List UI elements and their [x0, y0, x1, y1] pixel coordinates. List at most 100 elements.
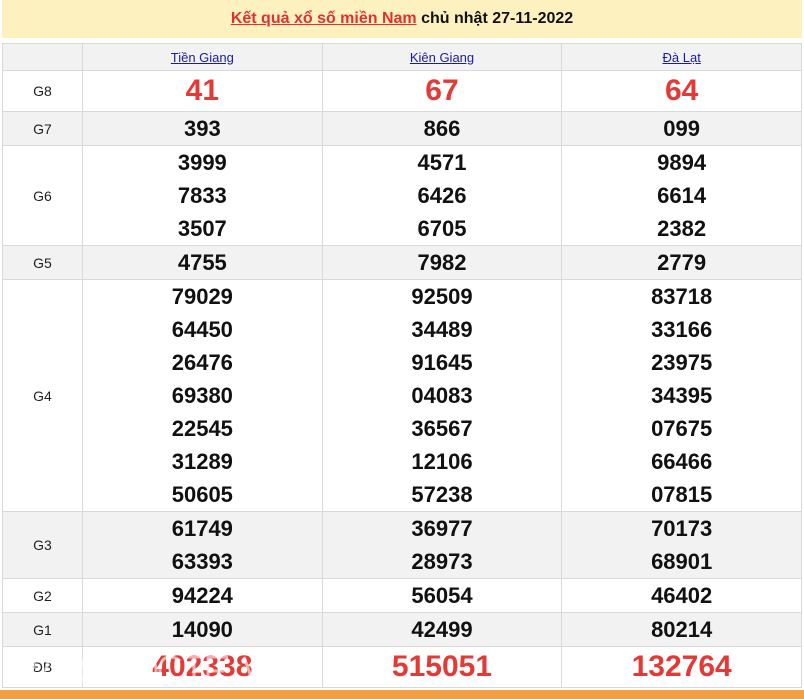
prize-label: G4 [2, 279, 83, 512]
result-number: 70173 [651, 516, 713, 541]
result-number: 402338 [152, 650, 253, 683]
result-cell: 2779 [561, 245, 802, 280]
result-cell: 64 [561, 70, 802, 112]
province-link[interactable]: Kiên Giang [409, 49, 475, 65]
result-number: 34489 [411, 317, 473, 342]
result-number: 94224 [171, 583, 233, 608]
result-number: 64 [664, 74, 699, 107]
prize-row-G6: G6 3999 7833 3507 4571 6426 6705 9894 6614 2382 [2, 145, 802, 246]
prize-label: G1 [2, 612, 83, 647]
results-table: Tiền Giang Kiên Giang Đà Lạt G8 41 67 64 G7 3… [2, 43, 802, 688]
prize-label: G2 [2, 578, 83, 613]
result-cell: 92509 34489 91645 04083 36567 12106 57238 [321, 279, 563, 512]
result-number: 67 [425, 74, 459, 107]
result-number: 099 [663, 116, 701, 141]
title-date: chủ nhật 27-11-2022 [416, 10, 574, 27]
result-number: 64450 [171, 317, 233, 342]
result-cell: 80214 [561, 612, 802, 647]
result-cell: 3999 7833 3507 [82, 145, 323, 246]
result-cell: 94224 [82, 578, 323, 613]
result-number: 22545 [171, 416, 233, 441]
result-number: 63393 [171, 549, 233, 574]
result-number: 66466 [651, 449, 713, 474]
result-number: 33166 [651, 317, 713, 342]
result-number: 68901 [651, 549, 713, 574]
result-number: 92509 [411, 284, 473, 309]
result-number: 132764 [631, 650, 732, 683]
prize-label: G3 [2, 511, 83, 579]
prize-label: G5 [2, 245, 83, 280]
prize-row-G1: G1 14090 42499 80214 [2, 612, 802, 647]
result-cell: 42499 [321, 612, 563, 647]
result-number: 31289 [171, 449, 233, 474]
result-cell: 7982 [321, 245, 563, 280]
prize-row-G7: G7 393 866 099 [2, 111, 802, 146]
result-cell: 56054 [321, 578, 563, 613]
result-number: 56054 [411, 583, 473, 608]
result-number: 91645 [411, 350, 473, 375]
prize-label: G6 [2, 145, 83, 246]
result-number: 61749 [171, 516, 233, 541]
result-cell: 83718 33166 23975 34395 07675 66466 07815 [561, 279, 802, 512]
result-number: 23975 [651, 350, 713, 375]
province-link[interactable]: Đà Lạt [662, 49, 701, 65]
result-number: 12106 [411, 449, 473, 474]
prize-row-ĐB: ĐB 402338 515051 132764 [2, 646, 802, 688]
result-number: 80214 [651, 617, 713, 642]
result-number: 07815 [651, 482, 713, 507]
result-cell: 79029 64450 26476 69380 22545 31289 50605 [82, 279, 323, 512]
result-number: 3999 [177, 150, 227, 175]
result-cell: 4755 [82, 245, 323, 280]
result-number: 57238 [411, 482, 473, 507]
result-cell: 41 [82, 70, 323, 112]
result-number: 69380 [171, 383, 233, 408]
result-number: 3507 [177, 216, 227, 241]
prize-label: G8 [2, 70, 83, 112]
result-cell: 402338 [82, 646, 323, 688]
result-number: 4755 [177, 250, 227, 275]
result-number: 2779 [657, 250, 707, 275]
bottom-bar [0, 690, 804, 699]
result-cell: 46402 [561, 578, 802, 613]
result-cell: 36977 28973 [321, 511, 563, 579]
result-number: 14090 [171, 617, 233, 642]
province-link[interactable]: Tiền Giang [170, 49, 234, 65]
result-number: 393 [183, 116, 221, 141]
result-number: 515051 [391, 650, 493, 683]
result-cell: 70173 68901 [561, 511, 802, 579]
result-number: 28973 [411, 549, 473, 574]
result-number: 07675 [651, 416, 713, 441]
result-cell: 4571 6426 6705 [321, 145, 563, 246]
prize-row-G4: G4 79029 64450 26476 69380 22545 31289 50605 925… [2, 279, 802, 512]
result-number: 2382 [657, 216, 707, 241]
result-number: 50605 [171, 482, 233, 507]
result-number: 4571 [417, 150, 467, 175]
header-province: Tiền Giang [82, 43, 323, 71]
result-number: 83718 [651, 284, 713, 309]
result-number: 6614 [657, 183, 707, 208]
result-number: 36977 [411, 516, 473, 541]
result-number: 6705 [417, 216, 467, 241]
prize-row-G8: G8 41 67 64 [2, 70, 802, 112]
title-link[interactable]: Kết quả xổ số miền Nam [230, 10, 417, 27]
result-cell: 61749 63393 [82, 511, 323, 579]
result-number: 41 [185, 74, 220, 107]
header-empty [2, 43, 83, 71]
prize-label: ĐB [2, 646, 83, 688]
result-cell: 515051 [321, 646, 563, 688]
page-title: Kết quả xổ số miền Nam chủ nhật 27-11-20… [2, 0, 802, 38]
result-number: 04083 [411, 383, 473, 408]
prize-row-G3: G3 61749 63393 36977 28973 70173 68901 [2, 511, 802, 579]
result-number: 6426 [417, 183, 467, 208]
result-cell: 393 [82, 111, 323, 146]
prize-row-G5: G5 4755 7982 2779 [2, 245, 802, 280]
prize-label: G7 [2, 111, 83, 146]
prize-row-G2: G2 94224 56054 46402 [2, 578, 802, 613]
header-row: Tiền Giang Kiên Giang Đà Lạt [2, 43, 802, 71]
result-cell: 9894 6614 2382 [561, 145, 802, 246]
result-number: 36567 [411, 416, 473, 441]
result-cell: 67 [321, 70, 563, 112]
result-cell: 132764 [561, 646, 802, 688]
result-number: 7833 [177, 183, 227, 208]
result-number: 34395 [651, 383, 713, 408]
